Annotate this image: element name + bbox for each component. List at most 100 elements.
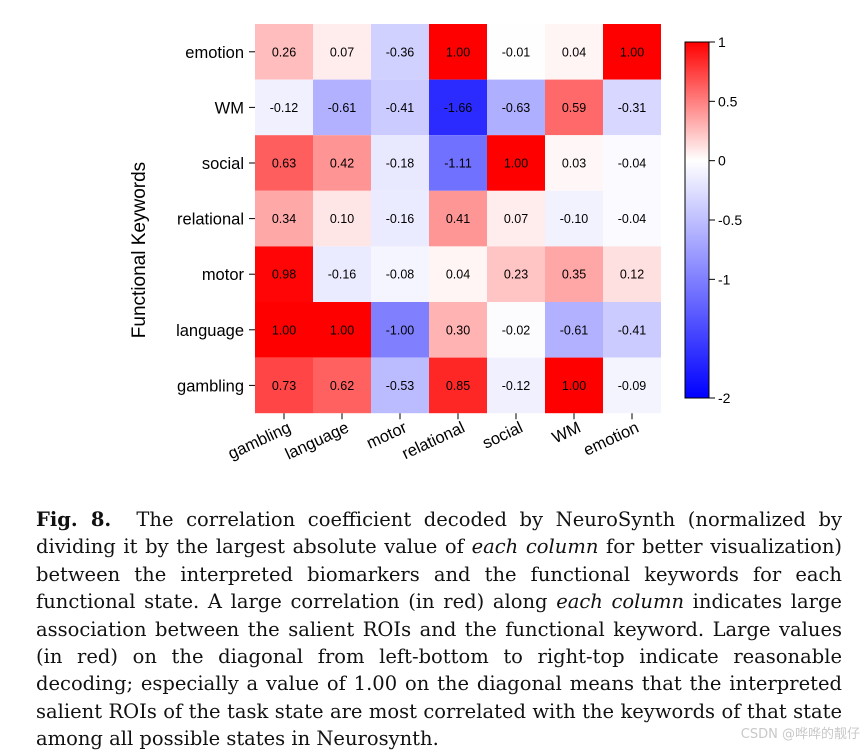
cell-value-label: -1.11	[444, 157, 472, 171]
heatmap-cell	[255, 246, 313, 302]
figure-caption: Fig. 8. The correlation coefficient deco…	[36, 506, 842, 753]
y-axis-title: Functional Keywords	[129, 162, 150, 338]
cell-value-label: -0.36	[386, 45, 415, 59]
correlation-heatmap: 0.26 0.07 -0.36 1.00 -0.01 0.04 1.00 -0.12 -0.61…	[129, 24, 742, 464]
heatmap-cell	[255, 135, 313, 191]
heatmap-cell	[545, 24, 603, 80]
cell-value-label: -0.31	[618, 101, 647, 115]
cell-value-label: 1.00	[272, 323, 296, 337]
heatmap-cell	[313, 190, 371, 247]
cell-value-label: -0.53	[386, 379, 415, 393]
cell-value-label: 0.42	[330, 157, 354, 171]
heatmap-cell	[429, 24, 487, 80]
heatmap-cell	[313, 246, 371, 302]
heatmap-cell	[255, 190, 313, 247]
heatmap-cell	[603, 190, 661, 247]
x-tick-label: WM	[550, 419, 584, 448]
heatmap-cell	[313, 357, 371, 414]
heatmap-cell	[603, 302, 661, 358]
heatmap-cell	[545, 357, 603, 414]
heatmap-cell	[429, 246, 487, 302]
cell-value-label: -1.66	[444, 101, 473, 115]
caption-emphasis-1: each column	[471, 535, 599, 559]
cell-value-label: -0.41	[618, 323, 647, 337]
heatmap-cell	[487, 79, 545, 136]
heatmap-cell	[371, 246, 429, 302]
cell-value-label: -0.04	[618, 157, 647, 171]
cell-value-label: 0.04	[446, 268, 470, 282]
cell-value-label: -1.00	[386, 323, 415, 337]
caption-emphasis-2: each column	[556, 590, 684, 614]
heatmap-cell	[545, 79, 603, 136]
heatmap-cell	[429, 302, 487, 358]
colorbar-tick-label: 0	[718, 153, 726, 169]
cell-value-label: 1.00	[562, 379, 586, 393]
colorbar-tick-label: -0.5	[718, 212, 742, 228]
x-tick-label: relational	[399, 419, 467, 464]
cell-value-label: 1.00	[620, 45, 644, 59]
heatmap-cell	[545, 246, 603, 302]
cell-value-label: -0.16	[328, 268, 357, 282]
cell-value-label: -0.04	[618, 212, 647, 226]
cell-value-label: -0.12	[502, 379, 531, 393]
heatmap-cell	[371, 302, 429, 358]
heatmap-cell	[255, 24, 313, 80]
caption-text-2: for better visualization) between the in…	[36, 535, 843, 614]
cell-value-label: -0.09	[618, 379, 647, 393]
heatmap-cell	[371, 190, 429, 247]
x-tick-label: emotion	[581, 419, 642, 460]
cell-value-label: -0.08	[386, 268, 415, 282]
y-tick-label: social	[202, 155, 244, 173]
cell-value-label: 0.26	[272, 45, 296, 59]
heatmap-cell	[545, 135, 603, 191]
heatmap-cell	[487, 24, 545, 80]
cell-value-label: 0.12	[620, 268, 644, 282]
heatmap-cell	[371, 79, 429, 136]
cell-value-label: 0.62	[330, 379, 354, 393]
cell-value-label: -0.01	[502, 45, 531, 59]
cell-value-label: -0.18	[386, 157, 415, 171]
heatmap-cell	[255, 302, 313, 358]
cell-value-label: 1.00	[446, 45, 470, 59]
heatmap-cell	[429, 190, 487, 247]
y-tick-label: emotion	[185, 44, 244, 62]
heatmap-cell	[603, 24, 661, 80]
colorbar-tick-label: 0.5	[718, 93, 738, 109]
cell-value-label: 0.07	[330, 45, 354, 59]
x-tick-label: gambling	[225, 419, 293, 464]
cell-value-label: -0.41	[386, 101, 415, 115]
cell-value-label: -0.61	[328, 101, 357, 115]
heatmap-cell	[603, 246, 661, 302]
cell-value-label: 0.04	[562, 45, 586, 59]
cell-value-label: 0.41	[446, 212, 470, 226]
cell-value-label: -0.12	[270, 101, 299, 115]
caption-text-3: indicates large association between the …	[36, 590, 842, 751]
cell-value-label: 0.10	[330, 212, 354, 226]
figure-label: Fig. 8.	[36, 508, 112, 531]
heatmap-cell	[371, 135, 429, 191]
cell-value-label: -0.02	[502, 323, 531, 337]
heatmap-cell	[487, 357, 545, 414]
cell-value-label: -0.63	[502, 101, 531, 115]
heatmap-cell	[313, 135, 371, 191]
heatmap-cell	[603, 357, 661, 414]
x-tick-label: social	[480, 419, 526, 453]
cell-value-label: 0.85	[446, 379, 470, 393]
cell-value-label: -0.16	[386, 212, 415, 226]
cell-value-label: 1.00	[504, 157, 528, 171]
cell-value-label: 0.03	[562, 157, 586, 171]
heatmap-cell	[603, 79, 661, 136]
colorbar-tick-label: -1	[718, 271, 731, 287]
cell-value-label: -0.61	[560, 323, 589, 337]
heatmap-cell	[603, 135, 661, 191]
caption-text-1: The correlation coefficient decoded by N…	[36, 508, 842, 559]
heatmap-cell	[255, 79, 313, 136]
heatmap-cell	[487, 190, 545, 247]
heatmap-cell	[487, 135, 545, 191]
heatmap-cell	[429, 357, 487, 414]
cell-value-label: 0.35	[562, 268, 586, 282]
x-tick-label: language	[283, 419, 352, 464]
cell-value-label: 1.00	[330, 323, 354, 337]
y-tick-label: motor	[202, 266, 245, 284]
y-tick-label: WM	[215, 99, 244, 117]
